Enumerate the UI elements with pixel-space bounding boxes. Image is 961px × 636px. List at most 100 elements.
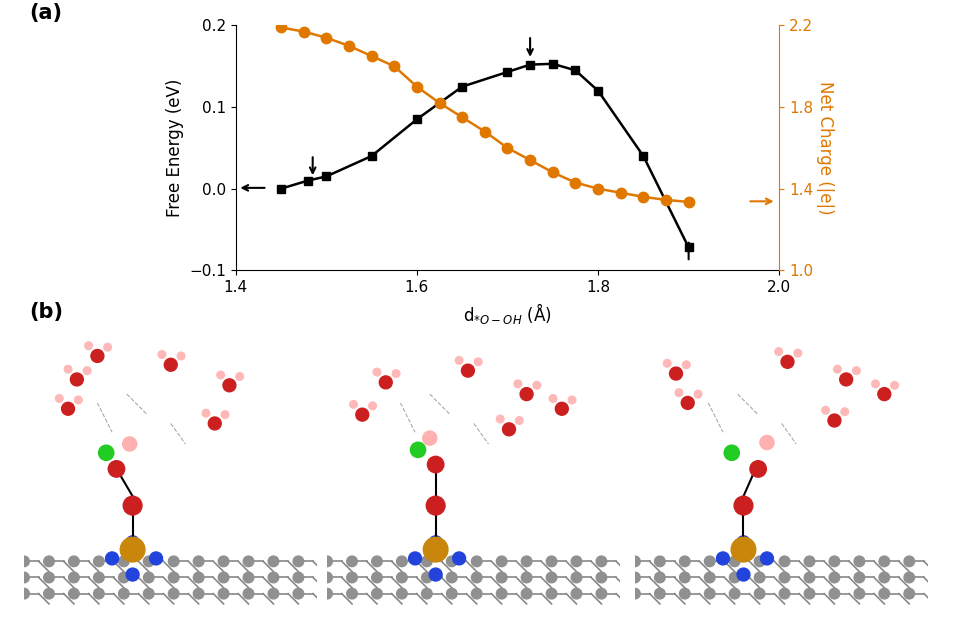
Circle shape	[202, 410, 209, 417]
Circle shape	[853, 556, 864, 567]
Circle shape	[446, 556, 456, 567]
Circle shape	[421, 556, 431, 567]
Circle shape	[91, 350, 104, 363]
Circle shape	[268, 588, 279, 599]
Circle shape	[429, 568, 442, 581]
Circle shape	[521, 556, 531, 567]
Circle shape	[104, 343, 111, 351]
Circle shape	[669, 367, 681, 380]
Circle shape	[515, 417, 523, 424]
Circle shape	[421, 572, 431, 583]
Circle shape	[218, 572, 229, 583]
Circle shape	[663, 359, 671, 367]
Circle shape	[532, 382, 540, 389]
Circle shape	[733, 496, 752, 515]
Circle shape	[85, 342, 92, 350]
X-axis label: d$_{*O-OH}$ (Å): d$_{*O-OH}$ (Å)	[462, 301, 552, 326]
Circle shape	[878, 556, 889, 567]
Circle shape	[62, 403, 74, 415]
Circle shape	[64, 365, 72, 373]
Circle shape	[122, 437, 136, 451]
Circle shape	[568, 396, 576, 404]
Circle shape	[346, 556, 357, 567]
Circle shape	[98, 445, 113, 460]
Circle shape	[408, 552, 421, 565]
Circle shape	[596, 572, 606, 583]
Circle shape	[429, 536, 442, 549]
Circle shape	[371, 588, 382, 599]
Circle shape	[703, 556, 714, 567]
Circle shape	[878, 588, 889, 599]
Circle shape	[68, 588, 79, 599]
Circle shape	[839, 373, 851, 386]
Circle shape	[853, 588, 864, 599]
Circle shape	[474, 358, 481, 366]
Circle shape	[106, 552, 118, 565]
Circle shape	[728, 556, 739, 567]
Circle shape	[209, 417, 221, 430]
Circle shape	[93, 572, 104, 583]
Circle shape	[793, 349, 801, 357]
Circle shape	[821, 406, 828, 414]
Circle shape	[496, 588, 506, 599]
Circle shape	[629, 572, 639, 583]
Circle shape	[471, 572, 481, 583]
Circle shape	[74, 396, 82, 404]
Circle shape	[803, 588, 814, 599]
Circle shape	[293, 572, 304, 583]
Circle shape	[596, 588, 606, 599]
Circle shape	[840, 408, 848, 415]
Circle shape	[629, 588, 639, 599]
Y-axis label: Net Charge (|e|): Net Charge (|e|)	[815, 81, 833, 215]
Text: (a): (a)	[29, 3, 62, 23]
Circle shape	[235, 373, 243, 380]
Circle shape	[778, 556, 789, 567]
Circle shape	[318, 572, 329, 583]
Circle shape	[322, 572, 332, 583]
Circle shape	[678, 556, 689, 567]
Circle shape	[68, 556, 79, 567]
Circle shape	[680, 396, 694, 410]
Circle shape	[168, 556, 179, 567]
Circle shape	[778, 572, 789, 583]
Circle shape	[571, 588, 581, 599]
Circle shape	[546, 588, 556, 599]
Circle shape	[118, 572, 129, 583]
Circle shape	[168, 572, 179, 583]
Circle shape	[164, 358, 177, 371]
Circle shape	[346, 588, 357, 599]
Circle shape	[736, 568, 750, 581]
Circle shape	[571, 556, 581, 567]
Circle shape	[373, 368, 381, 376]
Circle shape	[621, 588, 631, 599]
Circle shape	[596, 556, 606, 567]
Circle shape	[753, 572, 764, 583]
Circle shape	[126, 568, 139, 581]
Circle shape	[621, 556, 631, 567]
Circle shape	[446, 588, 456, 599]
Circle shape	[426, 496, 445, 515]
Circle shape	[293, 588, 304, 599]
Circle shape	[832, 365, 840, 373]
Circle shape	[392, 370, 400, 377]
Circle shape	[871, 380, 878, 388]
Circle shape	[423, 537, 448, 562]
Circle shape	[803, 572, 814, 583]
Circle shape	[928, 588, 939, 599]
Circle shape	[681, 361, 689, 369]
Circle shape	[346, 572, 357, 583]
Circle shape	[653, 572, 664, 583]
Circle shape	[349, 401, 357, 408]
Circle shape	[143, 556, 154, 567]
Circle shape	[368, 402, 376, 410]
Circle shape	[410, 442, 425, 457]
Circle shape	[158, 350, 165, 358]
Circle shape	[653, 556, 664, 567]
Circle shape	[903, 556, 914, 567]
Circle shape	[928, 556, 939, 567]
Circle shape	[521, 588, 531, 599]
Circle shape	[730, 537, 755, 562]
Circle shape	[827, 414, 840, 427]
Circle shape	[56, 395, 63, 403]
Circle shape	[878, 572, 889, 583]
